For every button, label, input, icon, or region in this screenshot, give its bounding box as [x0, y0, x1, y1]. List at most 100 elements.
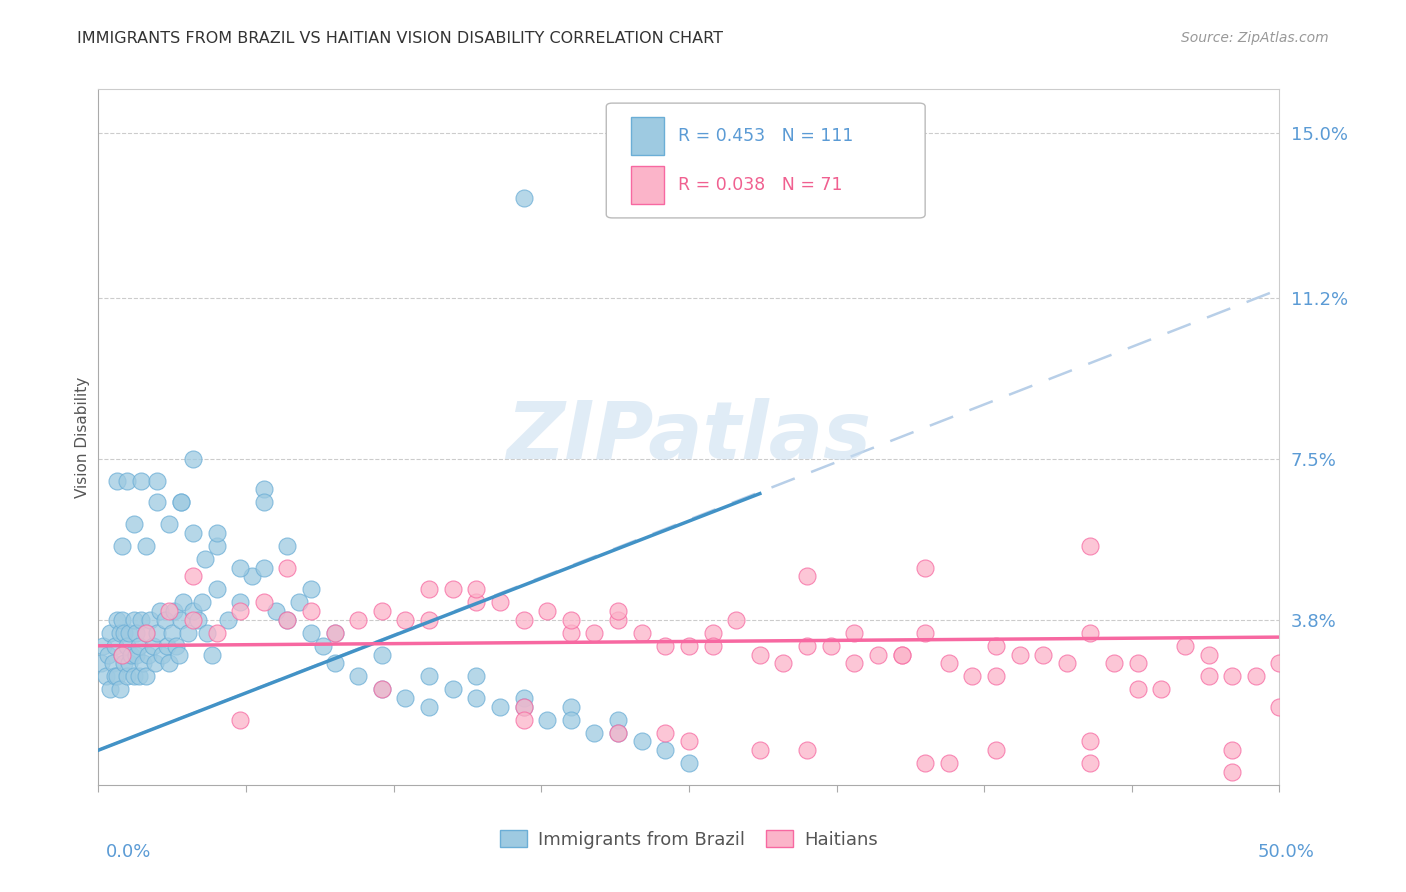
Point — [181, 569, 204, 583]
Point — [177, 625, 200, 640]
Point — [105, 613, 128, 627]
Point — [253, 495, 276, 509]
Point — [394, 690, 416, 705]
Point — [1008, 648, 1031, 662]
Point — [205, 582, 228, 597]
Point — [288, 595, 311, 609]
Point — [111, 648, 134, 662]
Point — [630, 625, 652, 640]
Point — [181, 604, 204, 618]
Point — [560, 625, 582, 640]
Point — [149, 604, 172, 618]
Text: 50.0%: 50.0% — [1258, 843, 1315, 861]
Point — [630, 734, 652, 748]
Point — [1220, 669, 1243, 683]
Point — [323, 625, 346, 640]
Point — [371, 682, 394, 697]
Point — [217, 613, 239, 627]
Text: R = 0.038   N = 71: R = 0.038 N = 71 — [678, 176, 842, 194]
Point — [129, 613, 152, 627]
Point — [111, 539, 134, 553]
Point — [264, 604, 287, 618]
Point — [125, 625, 148, 640]
Point — [157, 657, 180, 671]
Point — [725, 613, 748, 627]
Point — [205, 625, 228, 640]
Point — [418, 669, 440, 683]
Point — [299, 625, 322, 640]
Point — [253, 560, 276, 574]
Point — [1198, 648, 1220, 662]
Point — [1268, 657, 1291, 671]
Point — [194, 551, 217, 566]
Point — [1056, 657, 1078, 671]
Point — [146, 495, 169, 509]
Point — [97, 648, 120, 662]
Point — [253, 595, 276, 609]
Point — [181, 451, 204, 466]
Point — [240, 569, 263, 583]
Point — [938, 657, 960, 671]
Point — [583, 625, 606, 640]
Point — [748, 743, 770, 757]
Text: Source: ZipAtlas.com: Source: ZipAtlas.com — [1181, 31, 1329, 45]
Point — [560, 699, 582, 714]
Point — [128, 669, 150, 683]
Point — [654, 639, 676, 653]
Point — [607, 604, 630, 618]
Point — [1080, 756, 1102, 771]
Point — [112, 657, 135, 671]
Point — [91, 639, 114, 653]
Point — [125, 648, 148, 662]
Point — [890, 648, 912, 662]
Point — [253, 482, 276, 496]
Point — [748, 648, 770, 662]
Bar — [631, 117, 664, 155]
Point — [111, 613, 134, 627]
Point — [118, 625, 141, 640]
Point — [607, 613, 630, 627]
Point — [796, 743, 818, 757]
Point — [866, 648, 889, 662]
Point — [101, 657, 124, 671]
Point — [136, 648, 159, 662]
Point — [115, 639, 138, 653]
Point — [914, 625, 936, 640]
Point — [1080, 625, 1102, 640]
Point — [156, 639, 179, 653]
Point — [1102, 657, 1125, 671]
Point — [796, 639, 818, 653]
Point — [1080, 734, 1102, 748]
Point — [201, 648, 224, 662]
Point — [394, 613, 416, 627]
Point — [150, 648, 173, 662]
Point — [276, 539, 298, 553]
Point — [146, 474, 169, 488]
Point — [1126, 657, 1149, 671]
Point — [820, 639, 842, 653]
Point — [94, 669, 117, 683]
Point — [607, 713, 630, 727]
Point — [962, 669, 984, 683]
Point — [108, 682, 131, 697]
Point — [299, 582, 322, 597]
Point — [418, 699, 440, 714]
Point — [702, 639, 724, 653]
Point — [132, 657, 155, 671]
Point — [90, 657, 112, 671]
Point — [1126, 682, 1149, 697]
Point — [1244, 669, 1267, 683]
Point — [122, 516, 145, 531]
Point — [115, 669, 138, 683]
Point — [276, 560, 298, 574]
Point — [323, 625, 346, 640]
Point — [312, 639, 335, 653]
Point — [172, 595, 194, 609]
Point — [121, 648, 143, 662]
Point — [165, 639, 187, 653]
Point — [205, 525, 228, 540]
Bar — [631, 166, 664, 204]
Point — [108, 625, 131, 640]
Point — [418, 613, 440, 627]
Point — [465, 669, 488, 683]
